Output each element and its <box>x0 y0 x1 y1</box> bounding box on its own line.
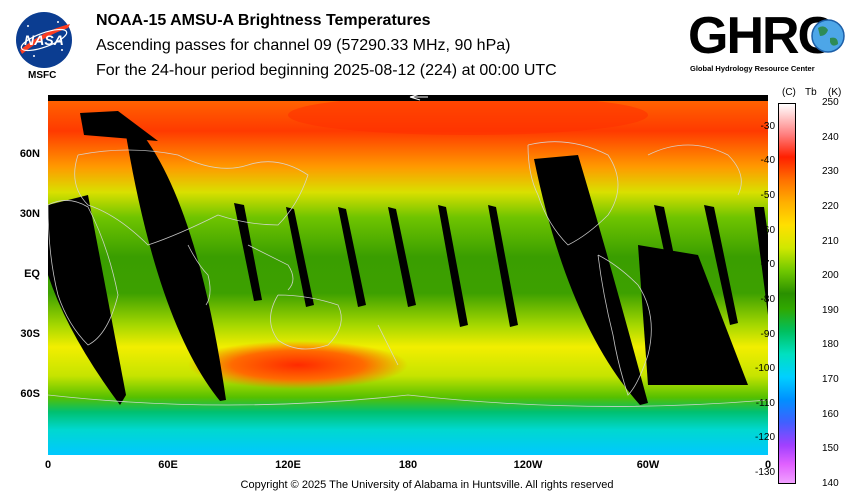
nasa-logo-text: NASA <box>24 32 64 48</box>
colorbar-header-celsius: (C) <box>782 87 796 98</box>
orbit-gap <box>234 203 262 301</box>
colorbar-header-tb: Tb <box>805 87 817 98</box>
colorbar-celsius-tick: -30 <box>760 120 775 132</box>
colorbar-kelvin-tick: 190 <box>822 304 839 316</box>
colorbar-kelvin-tick: 200 <box>822 270 839 282</box>
ghrc-logo-text: GHRC <box>688 7 835 65</box>
colorbar-kelvin-tick: 240 <box>822 131 839 143</box>
colorbar-kelvin-tick: 220 <box>822 200 839 212</box>
colorbar-kelvin-tick: 170 <box>822 374 839 386</box>
colorbar-celsius-tick: -60 <box>760 224 775 236</box>
colorbar-celsius-tick: -80 <box>760 293 775 305</box>
orbit-gap <box>638 245 748 385</box>
lon-label-0-east: 0 <box>764 459 772 471</box>
lon-label-180: 180 <box>398 459 418 471</box>
globe-icon <box>811 19 845 53</box>
orbit-gap <box>438 205 468 327</box>
orbit-gap <box>754 207 768 315</box>
nasa-logo: NASA <box>16 12 72 68</box>
colorbar-celsius-tick: -100 <box>754 363 775 375</box>
chart-title: NOAA-15 AMSU-A Brightness Temperatures <box>96 12 431 29</box>
warm-arctic-band <box>288 95 648 135</box>
colorbar-celsius-tick: -130 <box>754 467 775 479</box>
msfc-label: MSFC <box>28 70 57 81</box>
orbit-gap <box>126 131 226 401</box>
chart-subtitle-channel: Ascending passes for channel 09 (57290.3… <box>96 37 511 54</box>
coastlines <box>48 141 768 407</box>
colorbar-header-kelvin: (K) <box>828 87 842 98</box>
colorbar-celsius-tick: -90 <box>760 328 775 340</box>
colorbar-kelvin-tick: 230 <box>822 166 839 178</box>
ghrc-logo: GHRC Global Hydrology Resource Center <box>688 10 848 76</box>
lat-label-eq: EQ <box>24 268 40 280</box>
orbit-gap <box>338 207 366 307</box>
copyright-notice: Copyright © 2025 The University of Alaba… <box>240 479 614 491</box>
lat-label-60n: 60N <box>19 148 40 160</box>
chart-subtitle-period: For the 24-hour period beginning 2025-08… <box>96 62 557 79</box>
orbit-gaps <box>48 111 768 405</box>
colorbar <box>778 103 796 484</box>
colorbar-kelvin-tick: 140 <box>822 478 839 489</box>
lon-label-60w: 60W <box>636 459 660 471</box>
lon-label-60e: 60E <box>158 459 178 471</box>
lat-label-30n: 30N <box>19 208 40 220</box>
colorbar-kelvin-tick: 150 <box>822 443 839 455</box>
lat-label-30s: 30S <box>20 328 40 340</box>
orbit-gap <box>534 155 648 405</box>
colorbar-kelvin-tick: 180 <box>822 339 839 351</box>
lon-label-120e: 120E <box>275 459 301 471</box>
colorbar-kelvin-tick: 160 <box>822 408 839 420</box>
lon-label-120w: 120W <box>513 459 543 471</box>
orbit-gap <box>80 111 158 141</box>
lon-label-0: 0 <box>44 459 52 471</box>
colorbar-kelvin-tick: 250 <box>822 97 839 108</box>
orbit-gap <box>388 207 416 307</box>
missing-data-top-strip <box>48 95 768 101</box>
ghrc-subtitle: Global Hydrology Resource Center <box>690 64 815 73</box>
lat-label-60s: 60S <box>20 388 40 400</box>
date-line-arrow-icon <box>409 95 428 101</box>
colorbar-celsius-tick: -40 <box>760 155 775 167</box>
orbit-gap <box>488 205 518 327</box>
colorbar-kelvin-tick: 210 <box>822 235 839 247</box>
colorbar-celsius-tick: -70 <box>760 259 775 271</box>
colorbar-celsius-tick: -120 <box>754 432 775 444</box>
colorbar-celsius-tick: -110 <box>755 397 775 409</box>
orbit-gap <box>704 205 738 325</box>
brightness-temperature-map <box>48 95 768 455</box>
orbit-gap <box>286 207 314 307</box>
colorbar-celsius-tick: -50 <box>760 189 775 201</box>
warm-anomaly-southern-pacific <box>188 341 408 389</box>
orbit-gap <box>48 195 126 405</box>
